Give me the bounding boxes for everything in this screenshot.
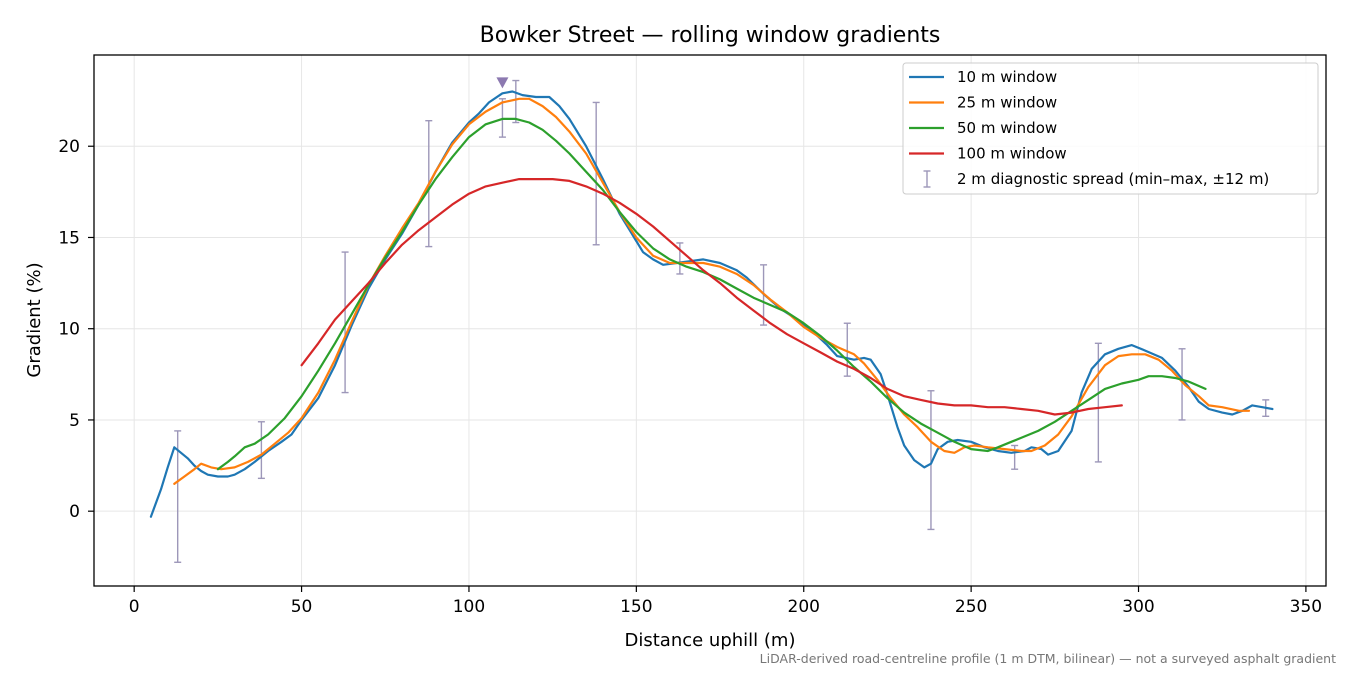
legend-label-4: 100 m window	[957, 145, 1067, 163]
x-tick-label: 200	[788, 597, 820, 617]
series-line-2	[173, 97, 1251, 485]
x-axis-label: Distance uphill (m)	[625, 630, 796, 651]
legend-label-3: 50 m window	[957, 119, 1057, 137]
x-tick-label: 0	[129, 597, 140, 617]
x-tick-label: 150	[620, 597, 652, 617]
legend-box	[902, 62, 1319, 195]
series-line-4	[300, 178, 1123, 416]
y-tick-label: 10	[58, 320, 80, 340]
series-line-1	[149, 90, 1274, 518]
peak-marker	[496, 77, 509, 89]
y-tick-label: 20	[58, 137, 80, 157]
y-tick-label: 15	[58, 228, 80, 248]
y-tick-label: 5	[69, 411, 80, 431]
y-axis-label: Gradient (%)	[24, 262, 45, 377]
legend-label-1: 10 m window	[957, 68, 1057, 86]
plot-frame	[93, 54, 1327, 587]
x-tick-label: 300	[1122, 597, 1154, 617]
legend: 10 m window 25 m window 50 m window 100 m w…	[902, 62, 1319, 195]
legend-label-5: 2 m diagnostic spread (min–max, ±12 m)	[957, 170, 1269, 188]
x-tick-label: 250	[955, 597, 987, 617]
legend-label-2: 25 m window	[957, 94, 1057, 112]
x-tick-label: 100	[453, 597, 485, 617]
y-axis-ticks: 0 5 10 15 20	[58, 137, 94, 522]
x-axis-ticks: 0 50 100 150 200 250 300 350	[129, 586, 1322, 617]
x-tick-label: 50	[291, 597, 313, 617]
series-line-3	[216, 117, 1207, 471]
peak-marker-group	[496, 77, 509, 89]
chart-title: Bowker Street — rolling window gradients	[480, 23, 941, 48]
x-tick-label: 350	[1290, 597, 1322, 617]
y-tick-label: 0	[69, 502, 80, 522]
footnote: LiDAR-derived road-centreline profile (1…	[759, 651, 1336, 666]
series-lines	[149, 90, 1274, 518]
